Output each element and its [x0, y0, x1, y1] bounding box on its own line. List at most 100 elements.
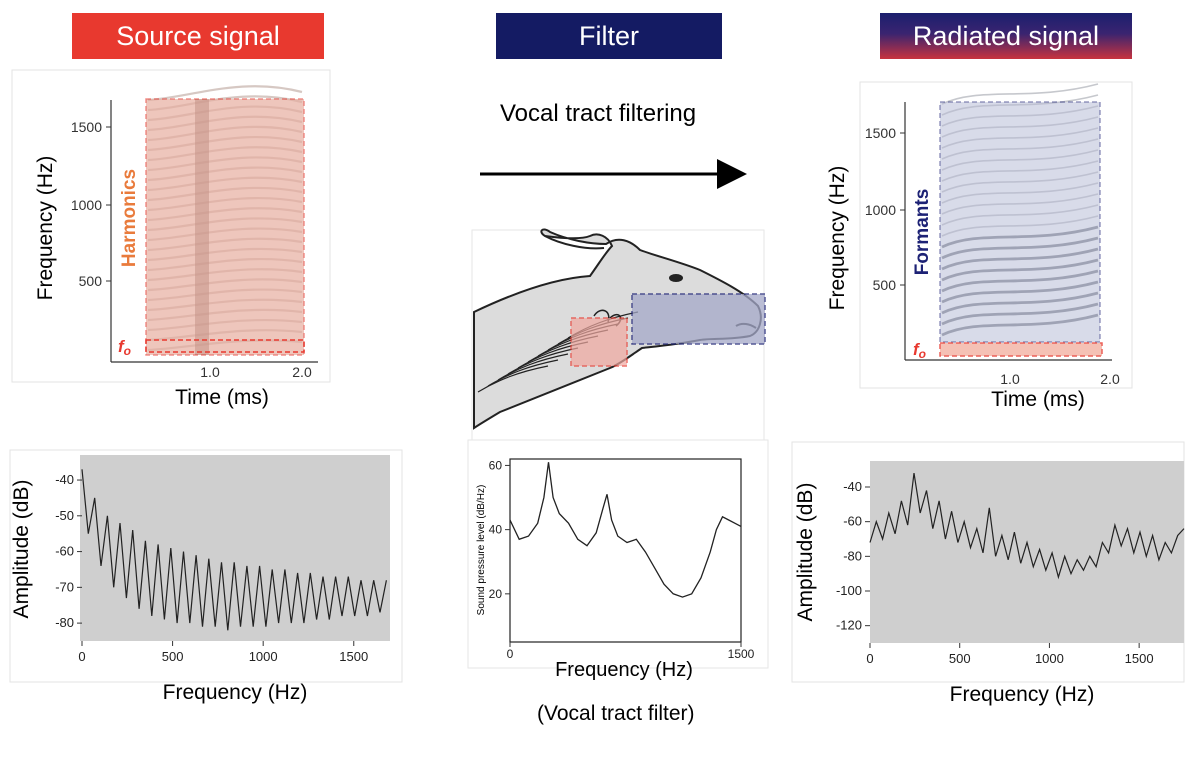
- filter-response-line: [509, 462, 742, 598]
- larynx-source-box: [570, 317, 628, 367]
- formant-stripe: [941, 291, 1099, 315]
- animal-head-illustration: [471, 228, 766, 441]
- formant-stripe: [941, 193, 1099, 215]
- radiated-ylabel: Frequency (Hz): [826, 166, 849, 311]
- formant-stripe: [941, 94, 1099, 116]
- source-spectrum-line: [81, 469, 387, 631]
- formant-stripe: [941, 149, 1099, 171]
- x-tick-label: 1500: [1125, 651, 1154, 666]
- formant-stripe: [941, 160, 1099, 182]
- filter-xlabel: Frequency (Hz): [555, 659, 693, 681]
- radiated-spectrogram: 1500 1000 500 1.0 2.0 Time (ms) Frequenc…: [826, 81, 1133, 411]
- formant-stripe: [941, 269, 1099, 293]
- radiated-spectrum-ylabel: Amplitude (dB): [794, 483, 817, 622]
- radiated-xtick-1: 1.0: [1000, 371, 1020, 387]
- harmonics-label: Harmonics: [119, 169, 140, 267]
- formant-stripe: [941, 247, 1099, 271]
- formant-stripe: [941, 105, 1099, 127]
- vocal-tract-filter-box: [631, 293, 766, 345]
- vocal-tract-filtering-title: Vocal tract filtering: [500, 100, 697, 127]
- y-tick-label: -100: [836, 583, 862, 598]
- formant-stripe: [941, 313, 1099, 337]
- radiated-spectrum-ticks: 0 500 1000 1500 -40 -60 -80 -100 -120: [836, 479, 1154, 666]
- filter-ylabel: Sound pressure level (dB/Hz): [476, 485, 487, 616]
- radiated-ytick-1500: 1500: [865, 125, 896, 141]
- radiated-spectrum-line: [869, 473, 1185, 580]
- source-fo-label: fo: [118, 337, 131, 358]
- x-tick-label: 1500: [339, 649, 368, 664]
- vocal-tract-filter-caption: (Vocal tract filter): [537, 702, 695, 725]
- x-tick-label: 500: [949, 651, 971, 666]
- formant-stripe: [941, 225, 1099, 249]
- source-spectrum-ylabel: Amplitude (dB): [10, 480, 33, 619]
- trachea-ring: [487, 359, 559, 387]
- formants-region: [939, 101, 1101, 343]
- formant-stripe: [941, 215, 1099, 237]
- radiated-ytick-1000: 1000: [865, 202, 896, 218]
- x-tick-label: 500: [162, 649, 184, 664]
- source-ytick-1500: 1500: [71, 119, 102, 135]
- x-tick-label: 1000: [1035, 651, 1064, 666]
- x-tick-label: 1500: [728, 647, 755, 661]
- filter-chart-ticks: 0 1500 20 40 60: [489, 458, 755, 661]
- source-ylabel: Frequency (Hz): [34, 156, 57, 301]
- radiated-spectrum-chart: 0 500 1000 1500 -40 -60 -80 -100 -120 Frequency …: [791, 441, 1185, 706]
- radiated-xlabel: Time (ms): [991, 388, 1085, 411]
- radiated-signal-header: Radiated signal: [880, 13, 1132, 59]
- source-ytick-500: 500: [79, 273, 103, 289]
- formant-stripe: [941, 182, 1099, 204]
- trachea-ring: [507, 347, 579, 375]
- animal-ear-outline: [544, 235, 605, 250]
- radiated-spectrum-xlabel: Frequency (Hz): [950, 683, 1095, 706]
- source-spectrum-ticks: 0 500 1000 1500 -40 -50 -60 -70 -80: [55, 472, 368, 664]
- filter-plot-area: [509, 458, 742, 643]
- source-spectrogram: 1500 1000 500 1.0 2.0 Time (ms) Frequenc…: [11, 69, 331, 409]
- source-signal-header: Source signal: [72, 13, 324, 59]
- source-xlabel: Time (ms): [175, 386, 269, 409]
- y-tick-label: 20: [489, 587, 503, 601]
- radiated-ytick-500: 500: [873, 277, 897, 293]
- y-tick-label: -60: [55, 544, 74, 559]
- formant-stripe: [941, 138, 1099, 160]
- x-tick-label: 0: [866, 651, 873, 666]
- radiated-fo-band: [939, 342, 1103, 357]
- y-tick-label: 40: [489, 523, 503, 537]
- formant-stripe: [941, 116, 1099, 138]
- formant-stripe: [941, 171, 1099, 193]
- formant-stripe: [941, 280, 1099, 304]
- source-spectrum-xlabel: Frequency (Hz): [163, 681, 308, 704]
- formant-stripe: [941, 204, 1099, 226]
- formant-stripe: [941, 83, 1099, 105]
- vocal-tract-filter-chart: 0 1500 20 40 60 Frequency (Hz) Sound pressur…: [467, 439, 769, 681]
- filter-header: Filter: [496, 13, 722, 59]
- y-tick-label: -40: [55, 472, 74, 487]
- formant-stripe: [941, 236, 1099, 260]
- source-spectrum-plot-area: [80, 455, 390, 641]
- radiated-xtick-2: 2.0: [1100, 371, 1120, 387]
- y-tick-label: -120: [836, 618, 862, 633]
- x-tick-label: 0: [507, 647, 514, 661]
- y-tick-label: -80: [55, 615, 74, 630]
- y-tick-label: -60: [843, 514, 862, 529]
- x-tick-label: 1000: [249, 649, 278, 664]
- animal-eye: [669, 274, 683, 282]
- source-xtick-1: 1.0: [200, 364, 220, 380]
- radiated-formant-stripes: [941, 83, 1099, 337]
- source-ytick-1000: 1000: [71, 197, 102, 213]
- formants-label: Formants: [912, 189, 933, 276]
- trachea-ring: [497, 353, 569, 381]
- y-tick-label: -80: [843, 548, 862, 563]
- source-fo-band: [145, 339, 305, 353]
- x-tick-label: 0: [78, 649, 85, 664]
- formant-stripe: [941, 127, 1099, 149]
- harmonics-region: [145, 98, 305, 356]
- formant-stripe: [941, 258, 1099, 282]
- source-xtick-2: 2.0: [292, 364, 312, 380]
- formant-stripe: [941, 302, 1099, 326]
- radiated-fo-label: fo: [913, 340, 926, 361]
- y-tick-label: -70: [55, 579, 74, 594]
- source-spectrum-chart: 0 500 1000 1500 -40 -50 -60 -70 -80 Frequency (H…: [9, 449, 403, 704]
- radiated-spectrum-plot-area: [870, 461, 1184, 643]
